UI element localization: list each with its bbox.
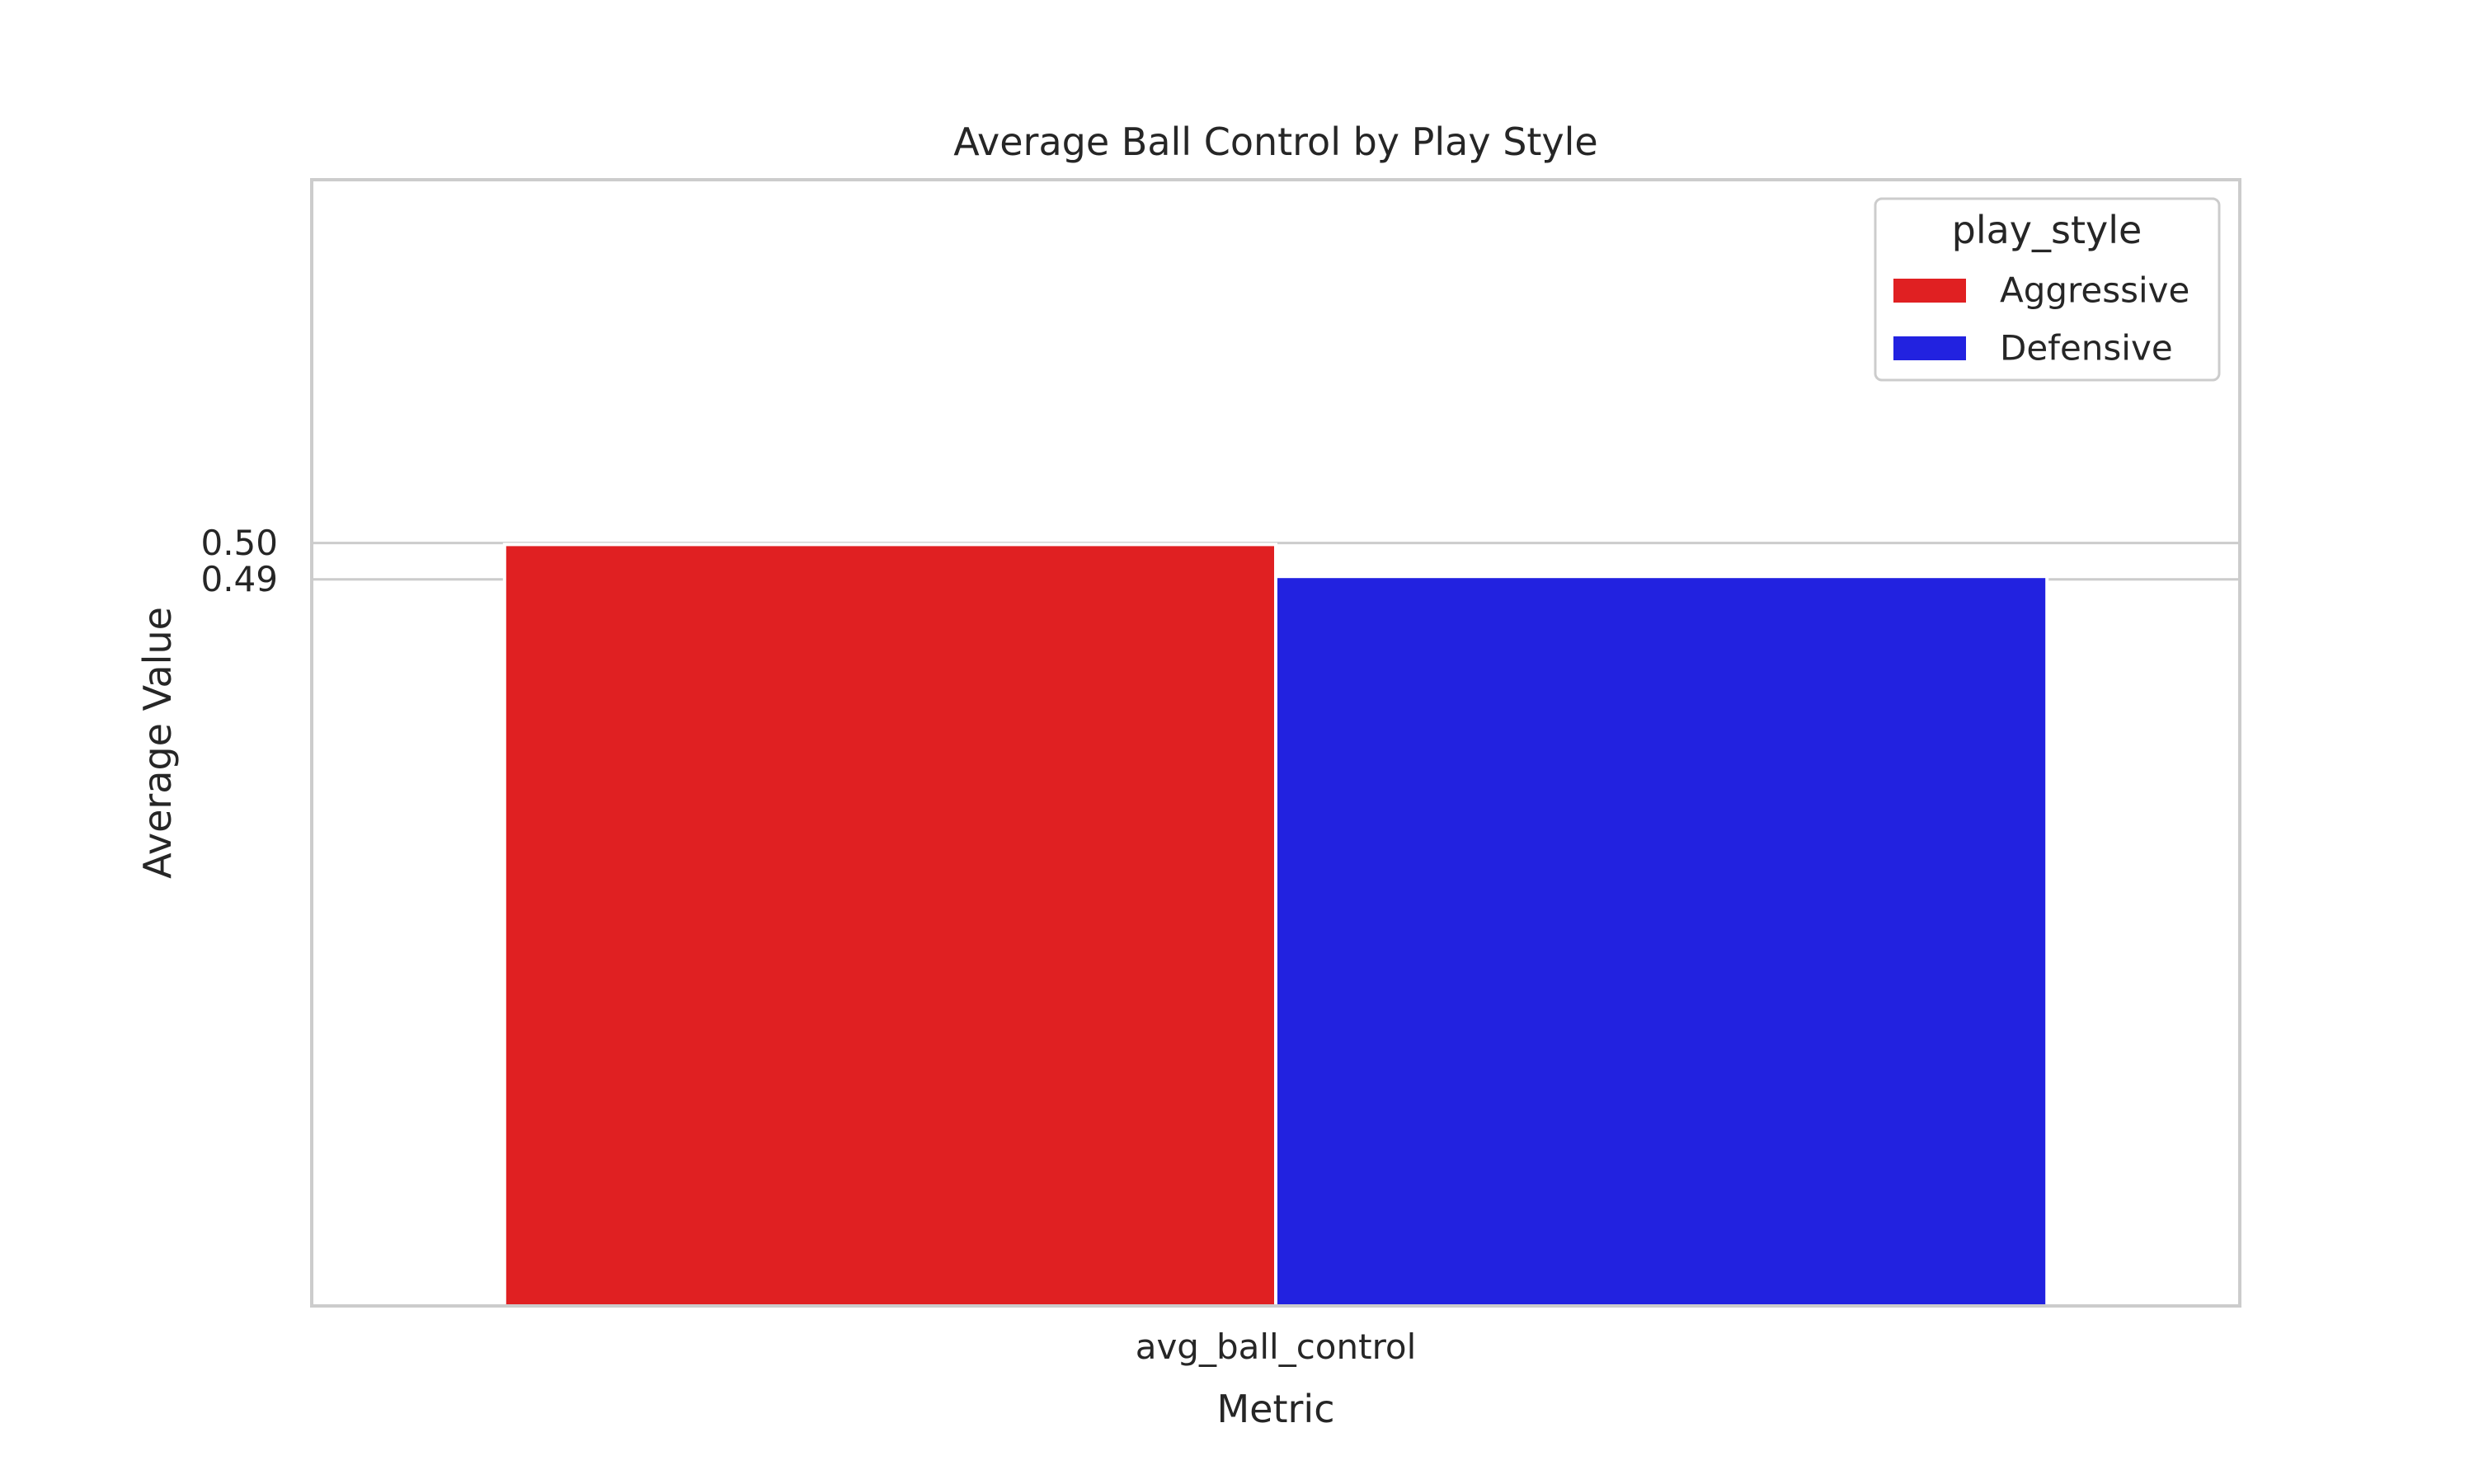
legend-title: play_style	[1952, 208, 2142, 252]
legend-swatch-defensive	[1893, 336, 1966, 360]
y-axis-label: Average Value	[135, 607, 180, 879]
bar-aggressive	[502, 542, 1277, 1308]
bars-layer	[502, 542, 2049, 1308]
legend-label-defensive: Defensive	[2000, 328, 2173, 369]
legend-swatch-aggressive	[1893, 279, 1966, 303]
x-tick-label: avg_ball_control	[1136, 1327, 1417, 1367]
y-tick-label: 0.49	[200, 559, 278, 599]
legend: play_style Aggressive Defensive	[1874, 197, 2221, 382]
legend-items: Aggressive Defensive	[1893, 270, 2189, 369]
y-axis-ticks: 0.490.50	[200, 523, 278, 599]
x-axis-label: Metric	[1216, 1387, 1334, 1431]
legend-frame	[1874, 197, 2221, 382]
y-tick-label: 0.50	[200, 523, 278, 563]
chart-title: Average Ball Control by Play Style	[953, 120, 1597, 164]
bar-defensive	[1274, 575, 2049, 1308]
plot-frame	[310, 178, 2241, 1308]
x-axis-ticks: avg_ball_control	[1136, 1327, 1417, 1367]
legend-label-aggressive: Aggressive	[2000, 270, 2189, 311]
